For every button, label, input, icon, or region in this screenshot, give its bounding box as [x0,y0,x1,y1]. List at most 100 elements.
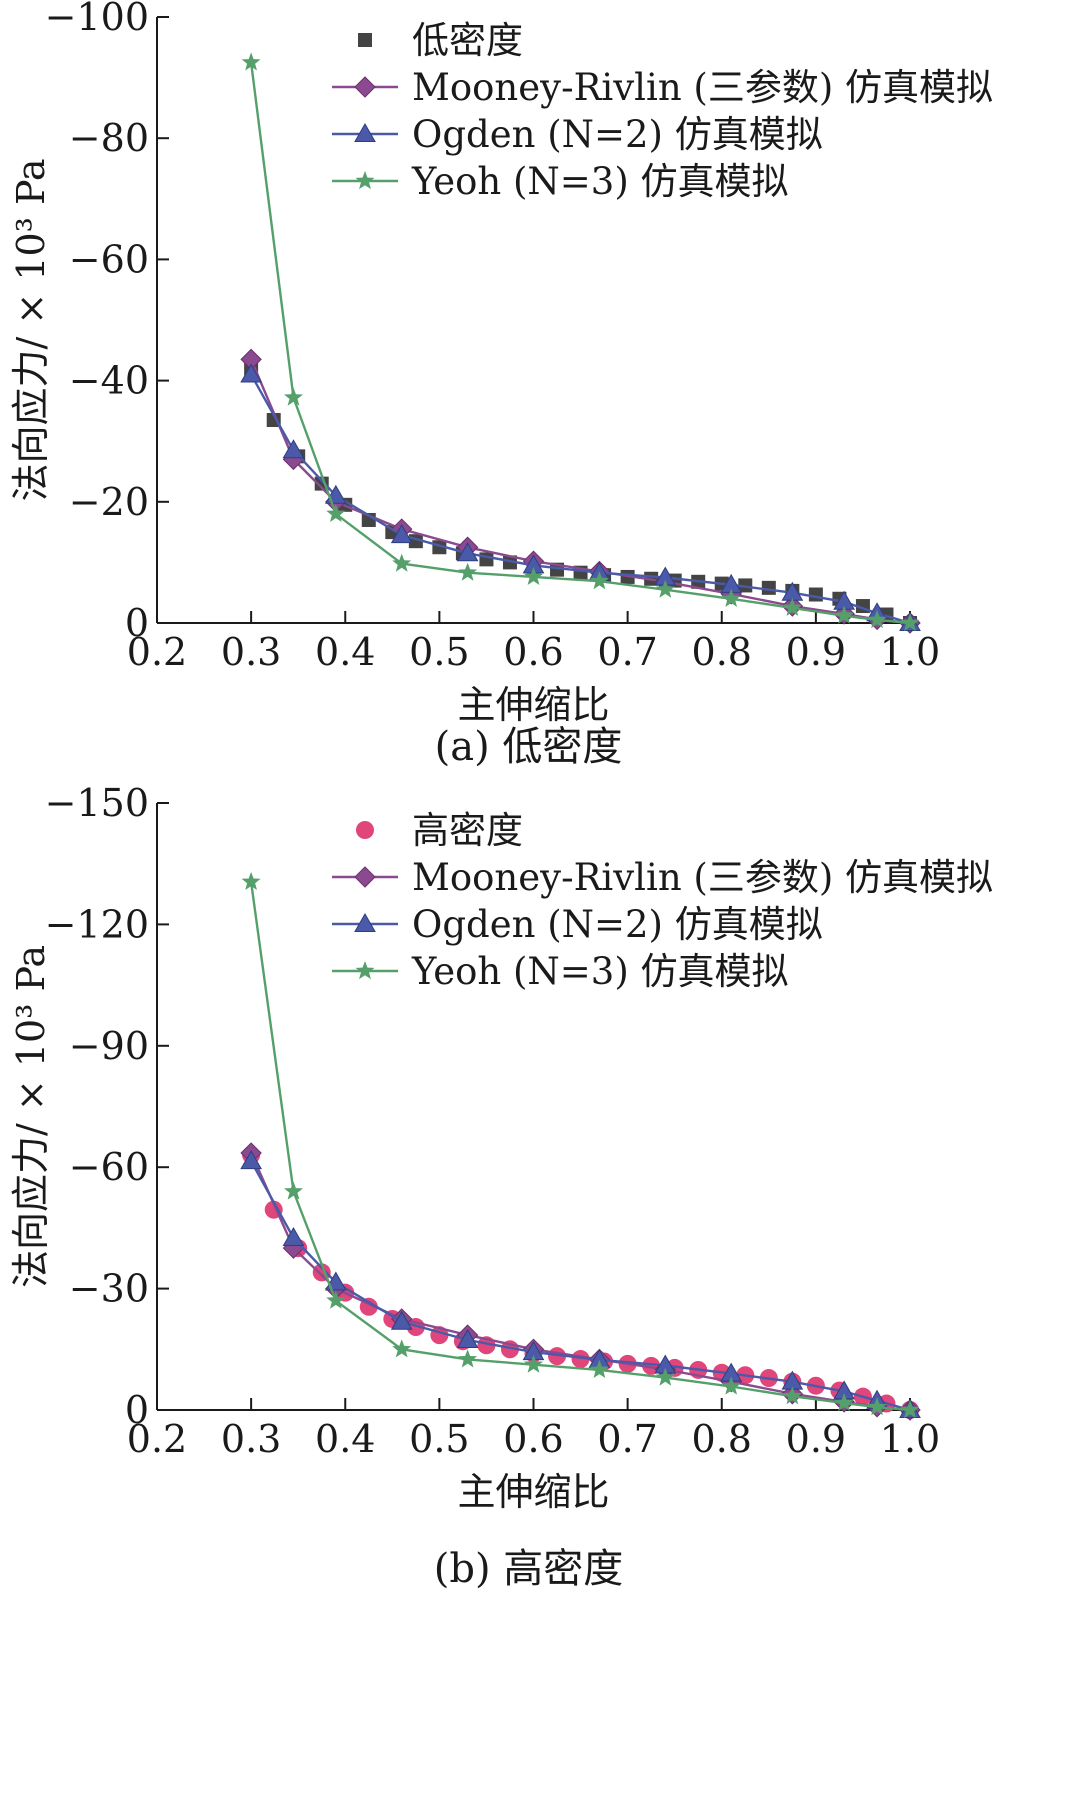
x-tick-label: 0.5 [409,630,469,674]
data-point [589,1359,609,1378]
data-point [761,580,776,595]
x-tick-label: 0.9 [786,1417,846,1461]
legend-label: 高密度 [412,809,523,852]
data-point [721,588,741,607]
data-point [241,871,261,890]
chart-panel-a: 0 −20 −40 −60 −80 −100 0.2 0.3 0.4 0.5 0.6 0.7 0.8 0.… [9,0,993,770]
plot-area [240,871,921,1421]
data-point [867,1397,887,1416]
series-line [249,358,911,625]
y-tick-label: −60 [69,1145,149,1189]
legend-marker [355,171,375,190]
panel-caption: (a) 低密度 [435,724,623,770]
x-tick-label: 0.4 [315,630,375,674]
x-tick-label: 0.8 [692,630,752,674]
data-point [655,1367,675,1386]
data-point [721,1376,741,1395]
legend-item: 低密度 [358,19,523,62]
data-point [458,562,478,581]
data-point [458,1349,478,1368]
x-tick-label: 0.9 [786,630,846,674]
data-point [390,524,413,544]
data-point [655,579,675,598]
y-tick-label: −100 [45,0,149,39]
legend-item: Mooney-Rivlin (三参数) 仿真模拟 [332,856,993,899]
legend-marker [356,821,374,839]
y-tick-label: −150 [45,781,149,825]
data-point [900,1400,920,1419]
data-point [571,1350,590,1369]
series-3 [241,52,920,632]
data-point [456,1328,479,1348]
data-point [456,542,479,562]
legend-label: Yeoh (N=3) 仿真模拟 [411,160,789,203]
data-point [392,1339,412,1358]
y-axis-title: 法向应力/ × 10³ Pa [9,159,53,502]
data-point [834,1393,854,1412]
legend-marker [354,122,376,142]
data-point [589,571,609,590]
legend-item: 高密度 [356,809,523,852]
data-point [867,610,887,629]
x-tick-label: 1.0 [880,1417,940,1461]
legend-label: Ogden (N=2) 仿真模拟 [412,113,823,156]
legend-item: Yeoh (N=3) 仿真模拟 [332,160,789,203]
plot-area [240,52,921,634]
x-tick-label: 0.8 [692,1417,752,1461]
legend-marker [354,912,376,932]
legend-label: Mooney-Rivlin (三参数) 仿真模拟 [412,856,993,899]
data-point [240,1150,262,1170]
y-tick-label: −40 [69,359,149,403]
data-point [834,605,854,624]
data-point [900,613,920,632]
x-tick-label: 0.3 [221,1417,281,1461]
legend-marker [358,33,372,47]
legend-marker [354,866,376,888]
legend-label: Ogden (N=2) 仿真模拟 [412,903,823,946]
legend-item: Ogden (N=2) 仿真模拟 [332,903,823,946]
x-axis-title: 主伸缩比 [457,1470,609,1514]
legend-label: 低密度 [412,19,523,62]
data-point [782,1386,802,1405]
legend-item: Ogden (N=2) 仿真模拟 [332,113,823,156]
data-point [284,1181,303,1200]
series-line [250,1152,911,1412]
x-tick-label: 1.0 [880,630,940,674]
x-axis-title: 主伸缩比 [457,683,609,727]
data-point [284,387,303,406]
data-point [502,555,517,570]
series-0 [242,1146,919,1419]
legend-item: Yeoh (N=3) 仿真模拟 [332,950,789,993]
legend-item: Mooney-Rivlin (三参数) 仿真模拟 [332,66,993,109]
y-tick-label: 0 [125,1388,149,1432]
series-3 [241,871,920,1419]
x-tick-label: 0.7 [597,1417,657,1461]
y-tick-label: −80 [69,116,149,160]
data-point [808,587,823,602]
data-point [240,363,262,383]
legend-label: Yeoh (N=3) 仿真模拟 [411,950,789,993]
data-point [782,597,802,616]
series-0 [244,361,917,630]
y-tick-label: −90 [69,1024,149,1068]
data-point [282,439,305,459]
chart-panel-b: 0 −30 −60 −90 −120 −150 0.2 0.3 0.4 0.5 0.6 0.7 0.8 0… [9,781,993,1592]
data-point [326,1290,346,1309]
x-tick-label: 0.6 [503,630,563,674]
x-tick-label: 0.7 [597,630,657,674]
legend-label: Mooney-Rivlin (三参数) 仿真模拟 [412,66,993,109]
x-tick-label: 0.5 [409,1417,469,1461]
x-tick-label: 0.2 [127,1417,187,1461]
x-tick-label: 0.2 [127,630,187,674]
y-tick-label: −60 [69,237,149,281]
data-point [524,566,543,585]
y-tick-label: −20 [69,480,149,524]
data-point [241,52,261,71]
data-point [392,553,412,572]
data-point [282,1227,305,1247]
y-tick-label: 0 [125,601,149,645]
x-tick-label: 0.6 [503,1417,563,1461]
